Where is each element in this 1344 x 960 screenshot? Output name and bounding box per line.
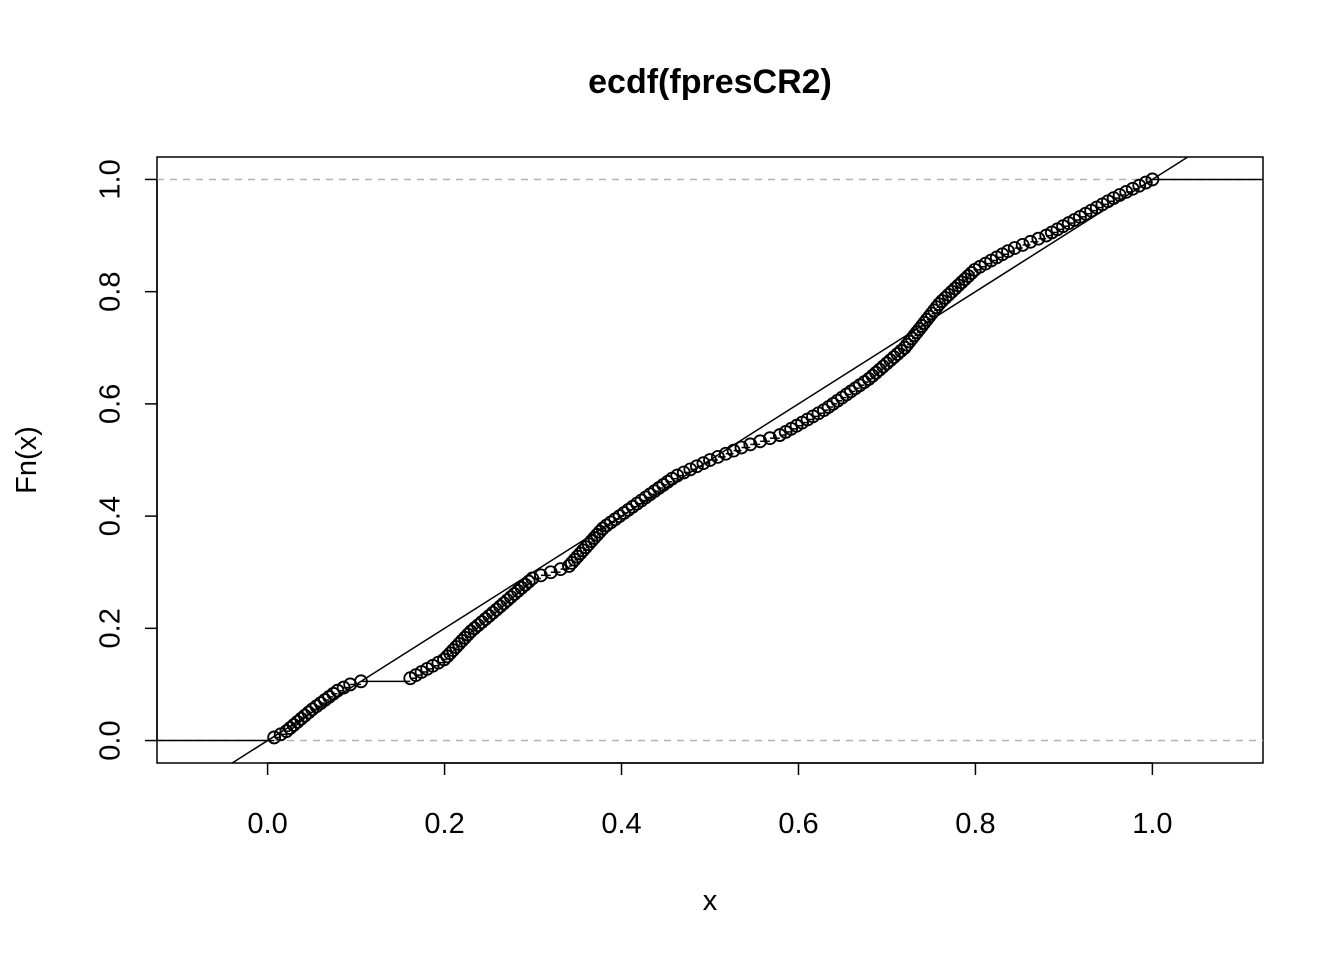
x-tick-label: 0.8 [955,808,995,840]
ecdf-point [521,574,536,589]
y-axis-title: Fn(x) [11,426,43,494]
x-axis-title: x [703,885,718,917]
x-tick-label: 0.4 [601,808,641,840]
x-axis: 0.0 0.2 0.4 0.6 0.8 1.0 [247,762,1173,840]
y-tick-label: 0.0 [95,720,127,760]
x-tick-label: 0.6 [778,808,818,840]
data-points [157,172,1263,745]
x-tick-label: 1.0 [1132,808,1172,840]
y-tick-label: 0.2 [95,608,127,648]
y-tick-label: 1.0 [95,159,127,199]
y-tick-label: 0.6 [95,384,127,424]
y-tick-label: 0.4 [95,496,127,536]
x-tick-label: 0.0 [247,808,287,840]
y-axis: 0.0 0.2 0.4 0.6 0.8 1.0 [95,159,158,761]
ecdf-point [326,686,341,701]
x-tick-label: 0.2 [424,808,464,840]
chart-title: ecdf(fpresCR2) [588,63,832,101]
y-tick-label: 0.8 [95,272,127,312]
